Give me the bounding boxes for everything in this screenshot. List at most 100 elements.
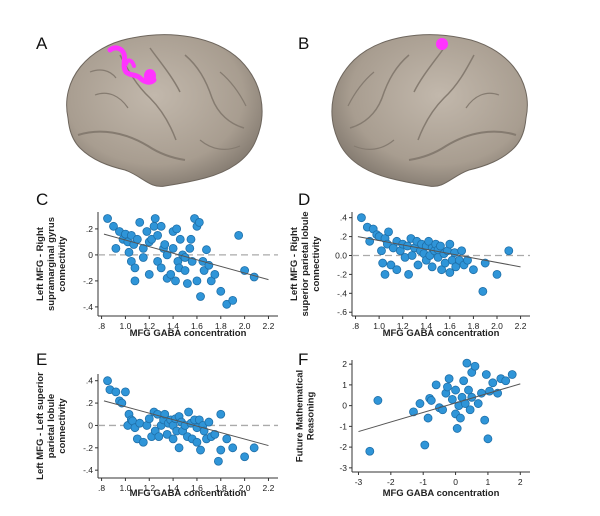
data-point xyxy=(427,262,437,272)
data-point xyxy=(469,265,478,275)
y-tick-label: 0.0 xyxy=(335,250,347,260)
data-point xyxy=(452,424,462,433)
y-tick-label: -.2 xyxy=(83,443,93,453)
data-point xyxy=(144,269,154,279)
data-point xyxy=(478,287,488,296)
regression-line xyxy=(103,400,269,447)
data-point xyxy=(171,276,180,286)
y-tick-label: 0 xyxy=(342,401,347,411)
data-point xyxy=(234,230,244,240)
data-point xyxy=(150,214,160,223)
data-point xyxy=(463,255,472,265)
x-tick-label: -2 xyxy=(387,477,395,487)
x-tick-label: 1.6 xyxy=(444,321,456,331)
y-axis-label: connectivity xyxy=(57,398,68,454)
data-point xyxy=(415,399,425,408)
data-point xyxy=(426,396,436,405)
data-point xyxy=(386,260,396,270)
data-point xyxy=(175,234,185,244)
x-tick-label: 2 xyxy=(518,477,523,487)
data-point xyxy=(154,432,164,442)
panel-letter-a: A xyxy=(36,34,48,53)
data-point xyxy=(196,292,205,301)
y-tick-label: .2 xyxy=(86,224,93,234)
data-point xyxy=(111,243,121,253)
data-point xyxy=(228,295,238,305)
panel-letter-f: F xyxy=(298,350,309,369)
x-tick-label: .8 xyxy=(352,321,359,331)
y-tick-label: -1 xyxy=(339,421,347,431)
data-point xyxy=(180,266,190,275)
x-tick-label: 2.2 xyxy=(263,321,275,331)
data-point xyxy=(160,240,170,249)
data-point xyxy=(210,429,220,439)
x-tick-label: 1.4 xyxy=(167,483,179,493)
data-point xyxy=(138,437,148,447)
x-tick-label: -1 xyxy=(419,477,427,487)
data-point xyxy=(445,239,455,249)
x-tick-label: 1.0 xyxy=(120,321,132,331)
data-point xyxy=(413,260,423,270)
x-tick-label: -3 xyxy=(355,477,363,487)
y-axis-label: Left MFG - Right xyxy=(289,226,300,301)
y-tick-label: .2 xyxy=(86,398,93,408)
y-tick-label: 0 xyxy=(88,420,93,430)
data-point xyxy=(488,378,498,388)
data-point xyxy=(184,407,193,417)
data-point xyxy=(365,446,375,456)
x-tick-label: 2.2 xyxy=(263,483,275,493)
x-tick-label: 1.2 xyxy=(143,321,155,331)
x-tick-label: 2.2 xyxy=(515,321,527,331)
data-point xyxy=(456,413,465,423)
regression-line xyxy=(358,383,521,433)
data-point xyxy=(404,269,413,279)
data-point xyxy=(378,258,388,268)
y-axis-label: connectivity xyxy=(311,236,322,292)
data-point xyxy=(210,269,220,279)
data-point xyxy=(168,243,178,253)
y-tick-label: 0 xyxy=(88,250,93,260)
data-point xyxy=(480,415,490,425)
panel-letter-b: B xyxy=(298,34,310,53)
data-point xyxy=(444,374,454,384)
y-tick-label: -.4 xyxy=(83,465,93,475)
data-point xyxy=(451,385,460,395)
y-tick-label: -.2 xyxy=(337,269,347,279)
x-tick-label: .8 xyxy=(98,483,105,493)
data-point xyxy=(420,440,430,450)
regression-line xyxy=(103,233,269,281)
data-point xyxy=(144,414,154,424)
data-point xyxy=(130,276,140,286)
x-tick-label: 1.4 xyxy=(420,321,432,331)
y-axis-label: Left MFG - Left superior xyxy=(35,372,46,480)
x-axis-label: MFG GABA concentration xyxy=(130,328,247,339)
panel-letter-e: E xyxy=(36,350,48,369)
y-axis-label: parietal lobule xyxy=(46,394,57,458)
data-point xyxy=(111,387,121,397)
data-point xyxy=(172,224,182,234)
data-point xyxy=(447,395,457,404)
data-point xyxy=(153,230,163,240)
x-tick-label: 1.0 xyxy=(120,483,132,493)
data-point xyxy=(228,443,238,453)
data-point xyxy=(457,246,467,256)
data-point xyxy=(445,268,455,277)
panel-letter-c: C xyxy=(36,190,49,209)
x-tick-label: 1.6 xyxy=(191,321,203,331)
x-axis-label: MFG GABA concentration xyxy=(383,488,500,499)
data-point xyxy=(166,269,176,279)
x-tick-label: .8 xyxy=(98,321,105,331)
data-point xyxy=(392,265,402,275)
y-tick-label: -2 xyxy=(339,442,347,452)
data-point xyxy=(192,276,202,286)
data-point xyxy=(483,434,493,444)
data-point xyxy=(501,376,511,386)
data-point xyxy=(436,241,445,251)
data-point xyxy=(216,409,226,419)
y-tick-label: -.6 xyxy=(337,307,347,317)
data-point xyxy=(462,358,472,368)
x-tick-label: 0 xyxy=(453,477,458,487)
